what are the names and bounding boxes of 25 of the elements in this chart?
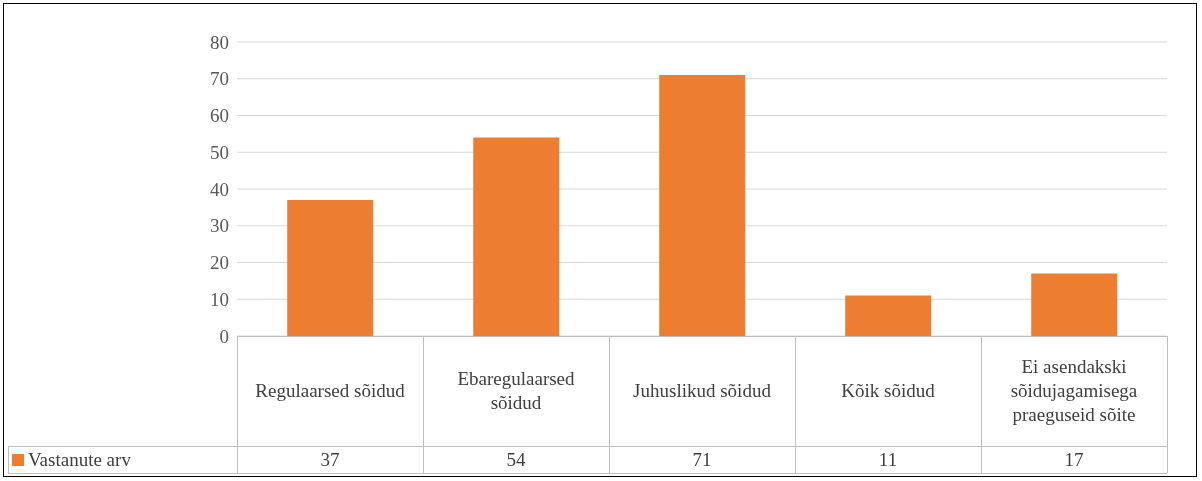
x-tick-label: Ebaregulaarsed sõidud bbox=[456, 367, 576, 415]
y-tick-label: 0 bbox=[219, 325, 229, 347]
bar bbox=[287, 200, 374, 336]
y-tick-label: 30 bbox=[210, 215, 229, 237]
y-tick-label: 80 bbox=[210, 31, 229, 53]
data-label: 71 bbox=[691, 447, 713, 472]
y-tick-label: 10 bbox=[210, 288, 229, 310]
bar bbox=[659, 75, 746, 336]
data-label: 11 bbox=[877, 447, 899, 472]
y-tick-label: 50 bbox=[210, 141, 229, 163]
data-label: 37 bbox=[319, 447, 341, 472]
legend-label: Vastanute arv bbox=[27, 447, 131, 472]
data-label: 17 bbox=[1063, 447, 1085, 472]
x-tick-label: Juhuslikud sõidud bbox=[632, 379, 772, 403]
y-tick-label: 20 bbox=[210, 252, 229, 274]
bar bbox=[1031, 273, 1118, 336]
y-tick-label: 40 bbox=[210, 178, 229, 200]
x-tick-label: Ei asendakski sõidujagamisega praeguseid sõite bbox=[1009, 355, 1139, 427]
bar bbox=[845, 295, 932, 336]
data-label: 54 bbox=[505, 447, 527, 472]
x-tick-label: Regulaarsed sõidud bbox=[255, 379, 405, 403]
x-tick-label: Kõik sõidud bbox=[840, 379, 936, 403]
bar bbox=[473, 137, 560, 336]
y-tick-label: 60 bbox=[210, 105, 229, 127]
y-tick-label: 70 bbox=[210, 68, 229, 90]
